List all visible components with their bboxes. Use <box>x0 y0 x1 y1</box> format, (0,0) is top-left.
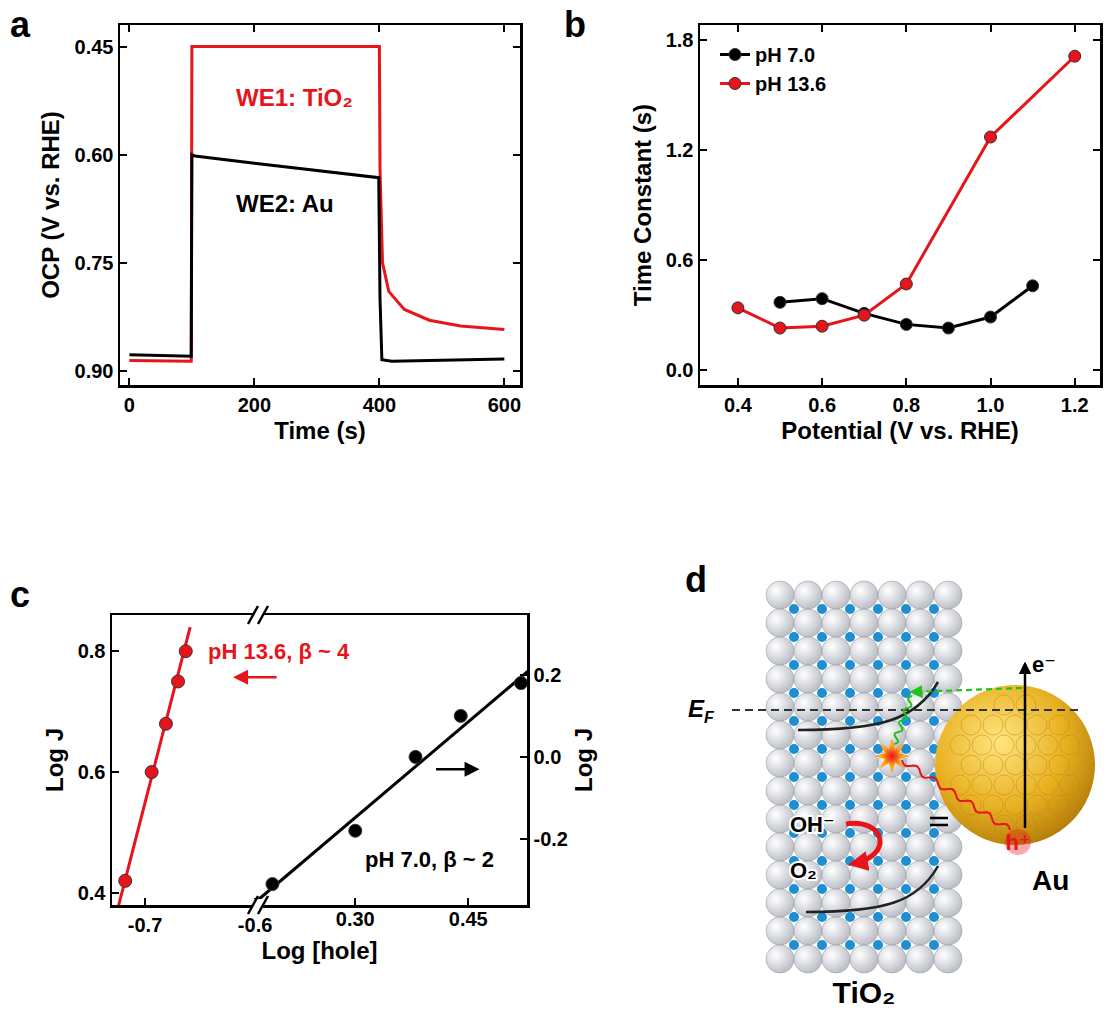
svg-text:0.6: 0.6 <box>78 761 106 783</box>
svg-text:1.0: 1.0 <box>977 394 1005 416</box>
svg-text:Potential (V vs. RHE): Potential (V vs. RHE) <box>781 417 1018 444</box>
svg-text:-0.2: -0.2 <box>534 828 568 850</box>
svg-text:Log J: Log J <box>570 728 597 792</box>
svg-text:0: 0 <box>124 394 135 416</box>
svg-text:0.90: 0.90 <box>75 360 114 382</box>
svg-text:EF: EF <box>688 695 715 726</box>
svg-text:200: 200 <box>238 394 271 416</box>
svg-text:d: d <box>685 560 707 600</box>
svg-text:0.8: 0.8 <box>78 640 106 662</box>
svg-text:1.2: 1.2 <box>1061 394 1089 416</box>
svg-text:0.8: 0.8 <box>892 394 920 416</box>
svg-text:Log [hole]: Log [hole] <box>262 937 378 964</box>
svg-text:0.60: 0.60 <box>75 144 114 166</box>
svg-text:O₂: O₂ <box>790 858 817 883</box>
svg-text:400: 400 <box>363 394 396 416</box>
svg-text:pH 7.0, β ~ 2: pH 7.0, β ~ 2 <box>365 847 494 872</box>
svg-text:0.4: 0.4 <box>724 394 753 416</box>
svg-text:0.6: 0.6 <box>666 249 694 271</box>
svg-text:e⁻: e⁻ <box>1032 652 1056 677</box>
svg-text:0.0: 0.0 <box>666 359 694 381</box>
svg-text:0.0: 0.0 <box>534 746 562 768</box>
svg-text:b: b <box>564 4 586 45</box>
svg-text:Time (s): Time (s) <box>274 417 366 444</box>
svg-text:OCP (V vs. RHE): OCP (V vs. RHE) <box>37 111 64 299</box>
svg-text:pH 13.6: pH 13.6 <box>755 73 826 95</box>
svg-text:-0.7: -0.7 <box>128 914 162 936</box>
svg-text:600: 600 <box>488 394 521 416</box>
svg-text:Time Constant (s): Time Constant (s) <box>629 104 656 306</box>
svg-text:0.75: 0.75 <box>75 252 114 274</box>
svg-text:WE2: Au: WE2: Au <box>236 190 334 217</box>
svg-text:WE1: TiO₂: WE1: TiO₂ <box>236 84 353 111</box>
svg-text:c: c <box>10 574 30 615</box>
svg-text:Au: Au <box>1032 865 1069 896</box>
svg-text:0.4: 0.4 <box>78 882 107 904</box>
svg-text:0.6: 0.6 <box>808 394 836 416</box>
svg-text:TiO₂: TiO₂ <box>833 976 896 1009</box>
svg-text:pH 7.0: pH 7.0 <box>755 44 815 66</box>
svg-text:0.45: 0.45 <box>449 908 488 930</box>
svg-text:1.8: 1.8 <box>666 29 694 51</box>
svg-text:-0.6: -0.6 <box>238 914 272 936</box>
svg-text:0.2: 0.2 <box>534 664 562 686</box>
svg-text:h⁺: h⁺ <box>1005 830 1030 855</box>
svg-text:a: a <box>10 4 31 45</box>
svg-text:Log J: Log J <box>41 728 68 792</box>
svg-text:OH⁻: OH⁻ <box>790 812 835 837</box>
svg-text:0.45: 0.45 <box>75 36 114 58</box>
svg-text:pH 13.6, β ~ 4: pH 13.6, β ~ 4 <box>208 639 350 664</box>
svg-text:0.30: 0.30 <box>336 908 375 930</box>
svg-text:1.2: 1.2 <box>666 139 694 161</box>
